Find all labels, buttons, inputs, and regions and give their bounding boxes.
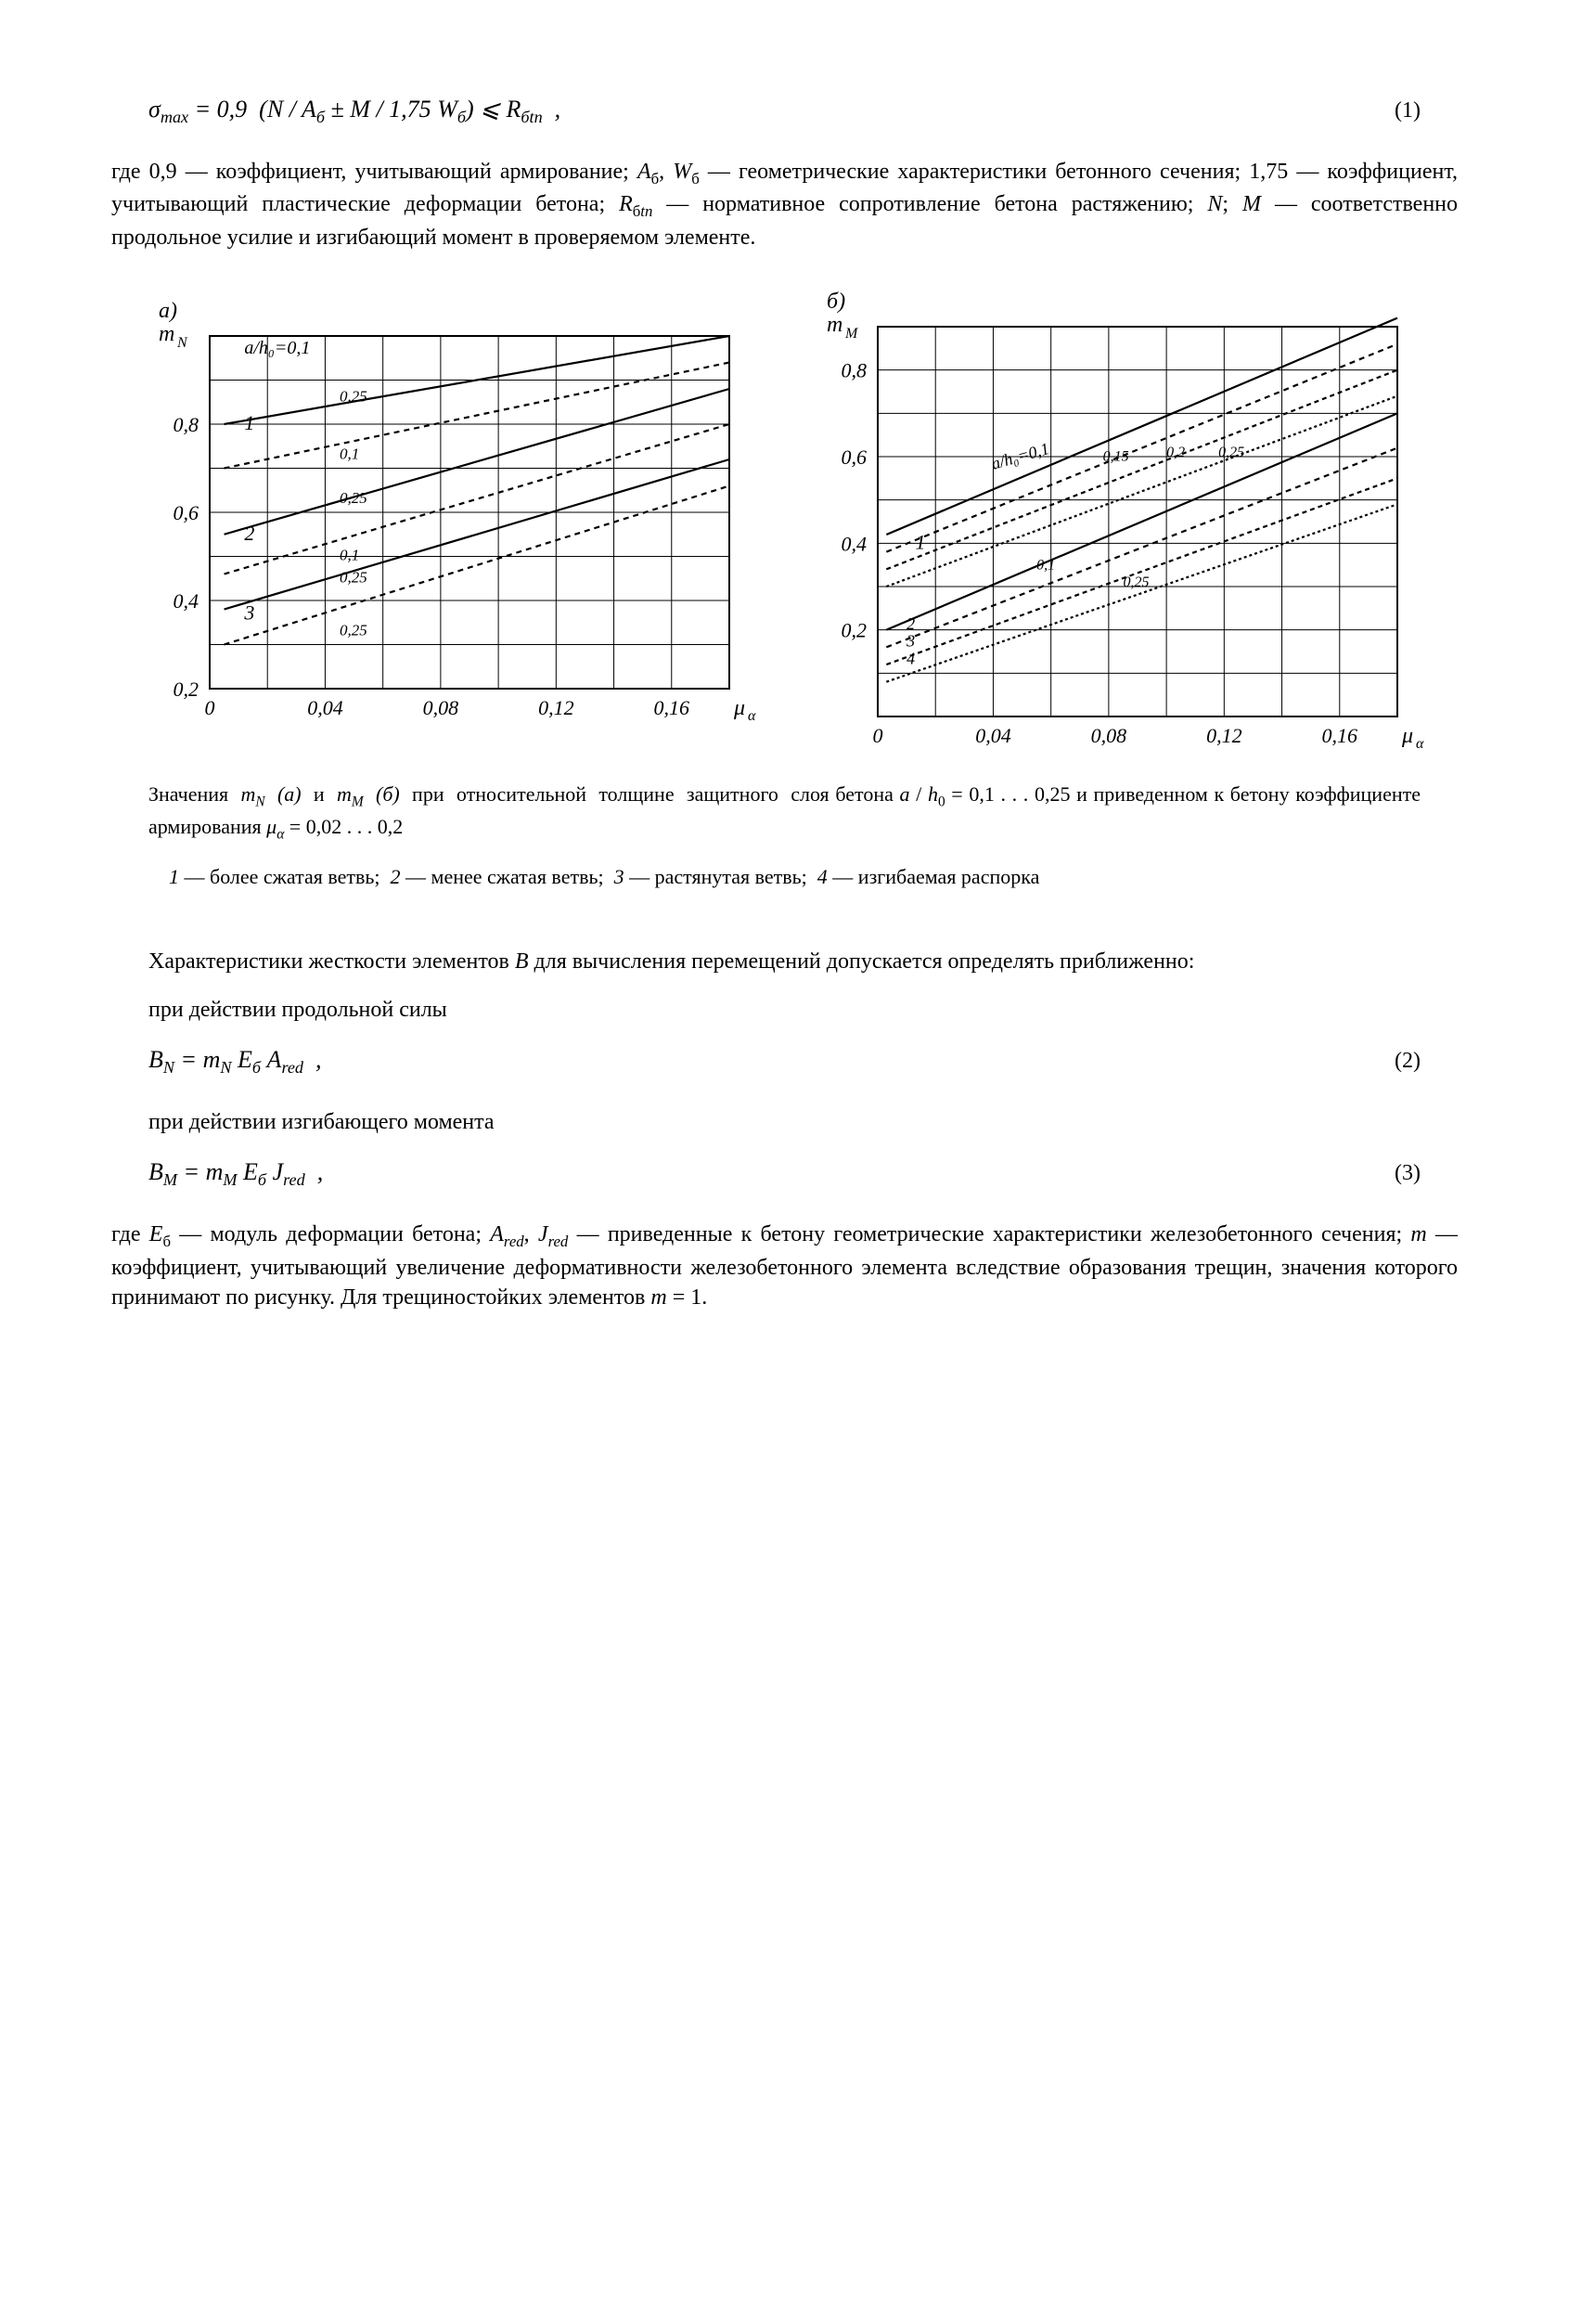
svg-text:0,1: 0,1 xyxy=(340,445,359,462)
equation-3-body: BM = mM Eб Jred , xyxy=(148,1156,1395,1192)
figure-caption-line2: 1 — более сжатая ветвь; 2 — менее сжатая… xyxy=(148,863,1421,891)
chart-a: 00,040,080,120,160,20,40,60,8μαа)mNa/h₀=… xyxy=(145,290,757,762)
svg-text:2: 2 xyxy=(244,522,254,545)
equation-3: BM = mM Eб Jred , (3) xyxy=(148,1156,1458,1192)
definition-paragraph-1: где 0,9 — коэффициент, учитывающий армир… xyxy=(111,157,1458,252)
equation-1-number: (1) xyxy=(1395,96,1421,125)
svg-text:0,15: 0,15 xyxy=(1102,449,1128,465)
svg-text:0,1: 0,1 xyxy=(340,547,359,564)
paragraph-stiffness-intro: Характеристики жесткости элементов B для… xyxy=(111,947,1458,976)
svg-text:0,25: 0,25 xyxy=(340,621,367,639)
svg-text:0,1: 0,1 xyxy=(1036,557,1055,573)
svg-text:0,16: 0,16 xyxy=(653,696,689,719)
svg-text:0: 0 xyxy=(204,696,214,719)
svg-text:N: N xyxy=(176,335,188,351)
svg-text:a/h₀=0,1: a/h₀=0,1 xyxy=(244,338,310,358)
equation-1: σmax = 0,9 (N / Aб ± M / 1,75 Wб) ⩽ Rбtn… xyxy=(148,93,1458,129)
svg-text:0,25: 0,25 xyxy=(1123,575,1149,590)
equation-2-body: BN = mN Eб Ared , xyxy=(148,1043,1395,1079)
svg-text:0,16: 0,16 xyxy=(1321,724,1357,747)
svg-text:1: 1 xyxy=(915,530,925,553)
svg-text:α: α xyxy=(1416,736,1424,752)
svg-text:0,25: 0,25 xyxy=(340,388,367,406)
svg-text:0,25: 0,25 xyxy=(1218,445,1244,460)
svg-text:0,12: 0,12 xyxy=(1206,724,1242,747)
svg-text:0,6: 0,6 xyxy=(173,501,199,524)
equation-1-body: σmax = 0,9 (N / Aб ± M / 1,75 Wб) ⩽ Rбtn… xyxy=(148,93,1395,129)
paragraph-axial: при действии продольной силы xyxy=(111,995,1458,1025)
svg-text:m: m xyxy=(159,322,174,346)
svg-text:0,6: 0,6 xyxy=(841,445,867,469)
svg-text:0,4: 0,4 xyxy=(173,589,199,613)
svg-text:0,2: 0,2 xyxy=(1166,445,1185,460)
svg-text:M: M xyxy=(844,326,859,342)
svg-text:μ: μ xyxy=(1401,724,1413,748)
svg-text:0,25: 0,25 xyxy=(340,568,367,586)
svg-text:0,04: 0,04 xyxy=(307,696,343,719)
chart-b: 00,040,080,120,160,20,40,60,8μαб)mMa/h₀=… xyxy=(813,290,1425,762)
svg-text:0,2: 0,2 xyxy=(173,678,199,701)
svg-text:4: 4 xyxy=(907,649,915,667)
svg-text:0,08: 0,08 xyxy=(1090,724,1126,747)
svg-text:б): б) xyxy=(827,290,845,314)
equation-2-number: (2) xyxy=(1395,1046,1421,1076)
svg-text:3: 3 xyxy=(906,632,915,651)
svg-text:α: α xyxy=(748,708,756,724)
svg-text:0,8: 0,8 xyxy=(173,413,199,436)
equation-3-number: (3) xyxy=(1395,1158,1421,1188)
svg-text:а): а) xyxy=(159,299,177,323)
svg-text:3: 3 xyxy=(243,600,254,624)
svg-text:0,25: 0,25 xyxy=(340,489,367,507)
paragraph-moment: при действии изгибающего момента xyxy=(111,1107,1458,1137)
svg-text:0,04: 0,04 xyxy=(975,724,1011,747)
svg-text:0,08: 0,08 xyxy=(422,696,458,719)
svg-text:0: 0 xyxy=(872,724,882,747)
figure-caption-line1: Значения mN (а) и mM (б) при относительн… xyxy=(148,781,1421,844)
equation-2: BN = mN Eб Ared , (2) xyxy=(148,1043,1458,1079)
svg-text:m: m xyxy=(827,313,842,337)
svg-text:0,4: 0,4 xyxy=(841,532,867,555)
svg-text:0,12: 0,12 xyxy=(538,696,574,719)
svg-text:0,2: 0,2 xyxy=(841,619,867,642)
svg-text:1: 1 xyxy=(244,411,254,434)
definition-paragraph-2: где Eб — модуль деформации бетона; Ared,… xyxy=(111,1220,1458,1312)
charts-row: 00,040,080,120,160,20,40,60,8μαа)mNa/h₀=… xyxy=(111,290,1458,762)
svg-text:μ: μ xyxy=(733,696,745,720)
svg-text:0,8: 0,8 xyxy=(841,359,867,382)
svg-text:2: 2 xyxy=(907,614,915,633)
